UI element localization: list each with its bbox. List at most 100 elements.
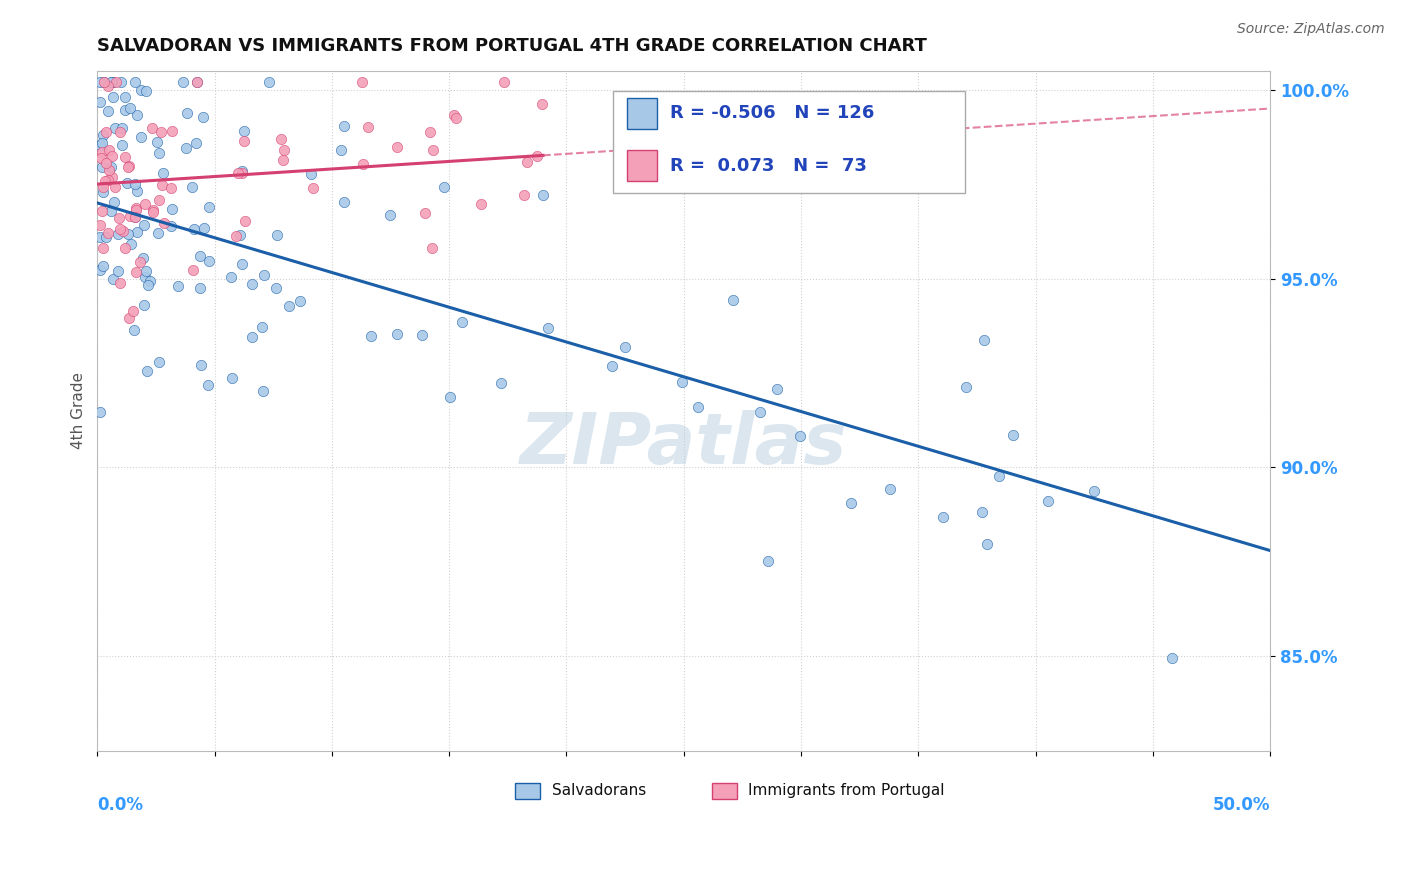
Point	[352, 75, 374, 89]
Point	[91, 136, 114, 150]
Text: Salvadorans: Salvadorans	[551, 783, 645, 798]
Point	[150, 178, 173, 192]
Point	[117, 160, 139, 174]
Point	[446, 111, 468, 125]
Text: Source: ZipAtlas.com: Source: ZipAtlas.com	[1237, 22, 1385, 37]
Point	[125, 265, 148, 279]
Point	[90, 145, 112, 160]
Point	[433, 179, 456, 194]
Point	[152, 166, 174, 180]
Point	[240, 277, 263, 292]
Point	[333, 119, 356, 133]
Point	[96, 156, 118, 170]
Point	[186, 75, 208, 89]
Point	[134, 270, 156, 285]
Point	[90, 151, 112, 165]
Point	[385, 326, 408, 341]
Point	[91, 179, 114, 194]
Point	[132, 219, 155, 233]
Point	[96, 125, 118, 139]
Point	[118, 101, 141, 115]
Point	[266, 227, 288, 242]
Point	[352, 157, 374, 171]
Point	[105, 75, 128, 89]
Point	[439, 390, 461, 404]
Point	[839, 496, 862, 510]
Point	[174, 141, 197, 155]
Point	[443, 108, 465, 122]
Point	[142, 205, 165, 219]
Text: R =  0.073   N =  73: R = 0.073 N = 73	[669, 157, 866, 175]
Point	[107, 211, 129, 225]
Point	[160, 181, 183, 195]
Point	[193, 220, 215, 235]
Point	[107, 264, 129, 278]
Point	[136, 364, 159, 378]
Text: R = -0.506   N = 126: R = -0.506 N = 126	[669, 104, 875, 122]
Point	[176, 106, 198, 120]
Point	[378, 208, 401, 222]
Point	[333, 195, 356, 210]
Point	[231, 166, 253, 180]
Point	[600, 359, 623, 373]
Point	[148, 145, 170, 160]
Point	[253, 268, 276, 282]
Point	[451, 315, 474, 329]
Point	[129, 129, 152, 144]
Point	[491, 376, 513, 390]
Point	[132, 252, 155, 266]
Point	[233, 135, 256, 149]
Text: 0.0%: 0.0%	[97, 796, 143, 814]
Point	[146, 226, 169, 240]
Point	[183, 222, 205, 236]
Point	[932, 509, 955, 524]
Point	[103, 194, 125, 209]
Point	[167, 279, 190, 293]
Point	[148, 194, 170, 208]
Point	[101, 272, 124, 286]
Point	[93, 75, 115, 89]
Point	[387, 140, 409, 154]
Point	[101, 90, 124, 104]
Point	[259, 75, 281, 89]
Point	[190, 358, 212, 372]
Point	[134, 197, 156, 211]
Point	[186, 75, 208, 89]
Point	[118, 311, 141, 326]
Point	[91, 259, 114, 273]
Point	[94, 174, 117, 188]
Point	[229, 228, 252, 243]
Point	[124, 177, 146, 191]
Point	[756, 554, 779, 568]
Point	[141, 121, 163, 136]
Text: Immigrants from Portugal: Immigrants from Portugal	[748, 783, 945, 798]
Point	[221, 371, 243, 385]
Point	[100, 203, 122, 218]
Point	[955, 379, 977, 393]
Point	[129, 255, 152, 269]
Point	[419, 125, 441, 139]
Point	[89, 263, 111, 277]
Point	[181, 263, 204, 277]
Point	[1002, 428, 1025, 442]
Point	[97, 103, 120, 118]
Point	[134, 298, 156, 312]
Point	[180, 180, 202, 194]
Point	[149, 124, 172, 138]
Point	[89, 405, 111, 419]
Point	[91, 241, 114, 255]
Point	[160, 219, 183, 233]
Point	[112, 224, 135, 238]
Point	[93, 75, 115, 89]
Point	[91, 128, 114, 142]
Point	[139, 274, 162, 288]
Point	[226, 166, 249, 180]
Point	[110, 75, 132, 89]
Point	[688, 401, 710, 415]
Point	[90, 204, 112, 219]
Point	[91, 160, 114, 174]
Point	[250, 320, 273, 334]
Point	[89, 230, 111, 244]
Point	[122, 304, 145, 318]
Point	[242, 330, 264, 344]
